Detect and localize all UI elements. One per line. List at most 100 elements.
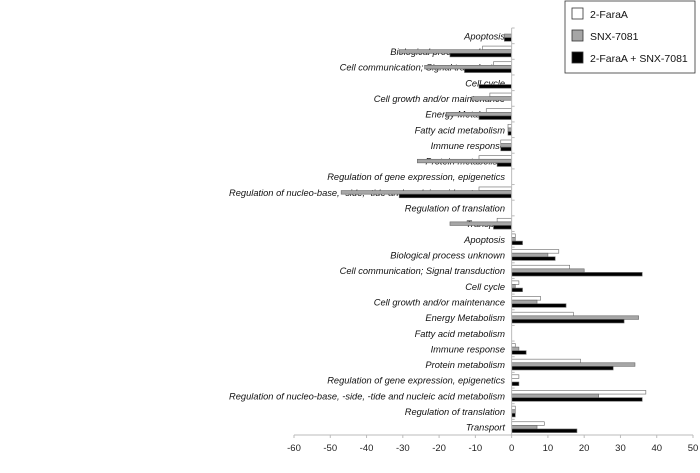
bar-snx-7081	[507, 127, 512, 132]
bar-2-faraa-snx-7081	[511, 397, 643, 402]
category-label: Biological process unknown	[390, 250, 505, 260]
bar-2-faraa	[482, 45, 512, 50]
bar-2-faraa-snx-7081	[511, 240, 523, 246]
bar-snx-7081	[511, 268, 585, 273]
bar-snx-7081	[511, 252, 549, 258]
legend	[564, 0, 696, 74]
bar-snx-7081	[504, 33, 512, 38]
bar-2-faraa-snx-7081	[511, 303, 567, 308]
x-tick-label: -10	[468, 443, 482, 454]
x-tick-label: 0	[509, 443, 514, 454]
bar-snx-7081	[449, 221, 512, 226]
bar-2-faraa	[511, 280, 520, 285]
bar-snx-7081	[511, 409, 516, 414]
bar-snx-7081	[340, 190, 512, 195]
bar-2-faraa	[478, 155, 512, 160]
bar-2-faraa	[496, 217, 512, 223]
category-label: Cell growth and/or maintenance	[374, 297, 505, 307]
bar-2-faraa	[493, 61, 512, 66]
category-label: Cell cycle	[465, 282, 505, 292]
x-tick-label: 20	[579, 443, 590, 454]
bar-2-faraa	[511, 343, 516, 348]
bar-snx-7081	[398, 49, 512, 54]
legend-swatch	[571, 29, 584, 42]
bar-2-faraa	[511, 311, 574, 317]
bar-snx-7081	[446, 111, 512, 117]
category-label: Regulation of translation	[405, 407, 505, 417]
bar-2-faraa-snx-7081	[500, 146, 512, 152]
category-label: Regulation of gene expression, epigeneti…	[327, 172, 505, 182]
bar-snx-7081	[500, 143, 512, 148]
bar-2-faraa-snx-7081	[507, 131, 512, 136]
bar-2-faraa	[511, 374, 520, 379]
bar-2-faraa-snx-7081	[511, 272, 643, 277]
x-tick-label: 40	[651, 443, 662, 454]
category-label: Apoptosis	[463, 235, 505, 245]
bar-snx-7081	[417, 158, 512, 164]
bar-snx-7081	[511, 299, 538, 305]
legend-swatch	[571, 7, 584, 20]
legend-label: SNX-7081	[590, 31, 639, 43]
category-label: Apoptosis	[463, 31, 505, 41]
category-label: Transport	[466, 423, 506, 433]
bar-2-faraa	[485, 108, 512, 113]
bar-2-faraa-snx-7081	[449, 52, 512, 58]
bar-2-faraa-snx-7081	[464, 68, 512, 73]
bar-2-faraa	[511, 358, 581, 364]
bar-2-faraa	[478, 186, 512, 191]
bar-2-faraa-snx-7081	[478, 84, 512, 89]
bar-snx-7081	[424, 65, 512, 70]
x-tick-label: -40	[360, 443, 374, 454]
bar-2-faraa	[489, 92, 512, 97]
legend-label: 2-FaraA + SNX-7081	[590, 53, 688, 65]
legend-swatch	[571, 51, 584, 64]
bar-2-faraa-snx-7081	[398, 193, 512, 199]
bar-2-faraa-snx-7081	[496, 162, 512, 167]
bar-2-faraa	[511, 264, 570, 270]
bar-2-faraa	[511, 249, 560, 254]
x-tick-label: 50	[688, 443, 699, 454]
bar-2-faraa-snx-7081	[511, 256, 556, 261]
x-tick-label: -30	[396, 443, 410, 454]
bar-2-faraa	[507, 124, 512, 129]
category-label: Regulation of translation	[405, 204, 505, 214]
x-tick-label: -20	[432, 443, 446, 454]
bar-2-faraa-snx-7081	[511, 287, 523, 292]
bar-2-faraa	[511, 390, 647, 395]
bar-2-faraa-snx-7081	[511, 366, 614, 371]
category-label: Protein metabolism	[425, 360, 505, 370]
category-label: Energy Metabolism	[425, 313, 505, 323]
x-tick-label: 30	[615, 443, 626, 454]
category-label: Immune response	[431, 141, 505, 151]
category-label: Cell communication; Signal transduction	[340, 63, 505, 73]
category-label: Fatty acid metabolism	[415, 125, 506, 135]
category-label: Regulation of nucleo-base, -side, -tide …	[229, 391, 505, 401]
bar-snx-7081	[511, 425, 538, 430]
bar-snx-7081	[511, 237, 516, 242]
x-tick-label: -60	[287, 443, 301, 454]
category-label: Cell communication; Signal transduction	[340, 266, 505, 276]
category-label: Cell cycle	[465, 78, 505, 88]
x-tick-label: -50	[323, 443, 337, 454]
bar-2-faraa	[511, 421, 545, 426]
bar-2-faraa	[511, 233, 516, 238]
bar-2-faraa	[500, 139, 512, 144]
bar-2-faraa	[511, 296, 541, 301]
legend-label: 2-FaraA	[590, 9, 628, 21]
bar-2-faraa	[511, 405, 516, 411]
bar-2-faraa-snx-7081	[511, 350, 527, 355]
bar-snx-7081	[511, 393, 599, 398]
bar-2-faraa-snx-7081	[511, 381, 520, 386]
bar-2-faraa-snx-7081	[511, 428, 578, 433]
bar-2-faraa-snx-7081	[511, 319, 625, 324]
category-label: Fatty acid metabolism	[415, 329, 506, 339]
bar-snx-7081	[511, 284, 516, 289]
category-label: Immune response	[431, 344, 505, 354]
bar-snx-7081	[471, 96, 512, 101]
category-label: Regulation of gene expression, epigeneti…	[327, 376, 505, 386]
bar-snx-7081	[511, 346, 520, 352]
bar-2-faraa-snx-7081	[478, 115, 512, 120]
bar-snx-7081	[511, 315, 639, 320]
bar-snx-7081	[511, 362, 636, 367]
